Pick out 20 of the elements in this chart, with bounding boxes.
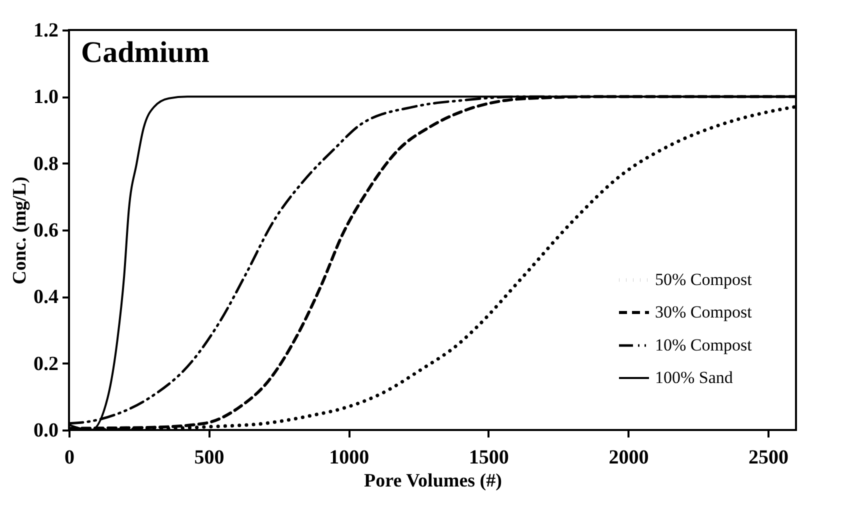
x-tick-label: 1500	[468, 446, 509, 468]
y-tick-label: 0.8	[34, 152, 58, 175]
x-tick-label: 0	[64, 446, 74, 468]
x-axis-title: Pore Volumes (#)	[364, 470, 502, 492]
y-tick-label: 0.2	[34, 352, 58, 375]
legend-label: 50% Compost	[655, 270, 752, 289]
x-tick-label: 2500	[748, 446, 789, 468]
chart-title: Cadmium	[81, 36, 210, 69]
y-tick-label: 1.0	[34, 86, 58, 108]
y-tick-label: 1.2	[34, 20, 58, 42]
y-axis-title: Conc. (mg/L)	[10, 176, 30, 284]
x-tick-label: 500	[194, 446, 224, 468]
x-tick-label: 2000	[608, 446, 649, 468]
y-tick-label: 0.6	[34, 220, 58, 242]
legend-label: 30% Compost	[655, 302, 752, 322]
y-tick-label: 0.4	[34, 286, 58, 308]
y-tick-label: 0.0	[34, 420, 58, 442]
legend-label: 10% Compost	[655, 336, 752, 354]
legend-label: 100% Sand	[655, 368, 734, 387]
x-tick-label: 1000	[329, 446, 370, 468]
